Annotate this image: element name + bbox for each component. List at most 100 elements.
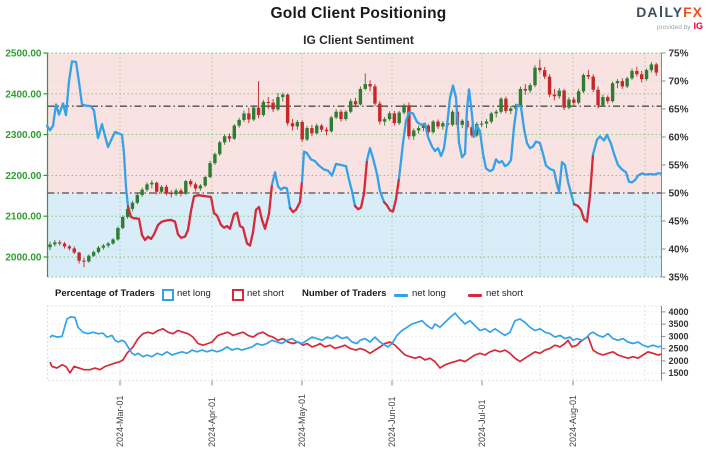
count-axis-label: 2000 [669, 356, 689, 366]
logo-bar-icon [660, 6, 662, 17]
candle-body [315, 125, 319, 134]
net-short-pct-line [288, 180, 304, 214]
pct-axis-label: 45% [669, 217, 689, 228]
price-axis-label: 2200.00 [5, 171, 42, 182]
candle-body [576, 91, 581, 103]
candle-body [188, 181, 193, 185]
candle-body [48, 244, 52, 248]
candle-body [615, 81, 620, 84]
candle-body [91, 252, 96, 256]
candle-body [72, 248, 76, 253]
net-short-line-icon [468, 294, 482, 297]
candle-body [557, 90, 561, 97]
candle-body [150, 182, 154, 185]
candle-body [237, 119, 241, 126]
candle-body [484, 121, 489, 124]
candle-body [349, 101, 353, 112]
candle-body [407, 105, 411, 137]
net-short-pct-line [126, 183, 274, 247]
legend-count-net-short-label: net short [486, 288, 523, 299]
net-short-pct-line [382, 177, 401, 213]
candle-body [630, 70, 634, 79]
candle-body [271, 102, 275, 110]
candle-body [392, 113, 397, 124]
net-long-swatch-icon [162, 289, 174, 301]
candle-body [295, 121, 300, 127]
candle-body [329, 117, 333, 132]
candle-body [421, 125, 426, 129]
candle-body [305, 128, 309, 140]
candle-body [96, 247, 101, 253]
legend-percentage-of-traders-label: Percentage of Traders [55, 288, 155, 299]
candle-body [606, 97, 610, 102]
candle-body [591, 76, 595, 90]
legend-net-short-label: net short [247, 288, 284, 299]
count-axis-label: 4000 [669, 307, 689, 317]
candle-body [125, 208, 130, 218]
candle-body [402, 105, 406, 113]
pct-axis-label: 40% [669, 245, 689, 256]
chart-subtitle: IG Client Sentiment [303, 33, 414, 47]
candle-body [460, 120, 464, 125]
candle-body [324, 129, 329, 132]
candle-body [382, 119, 387, 122]
candle-body [625, 78, 629, 87]
pct-axis-label: 55% [669, 161, 689, 172]
candle-body [140, 189, 144, 195]
net-long-line-icon [394, 294, 408, 297]
pct-axis-label: 60% [669, 133, 689, 144]
candle-body [601, 97, 605, 106]
candle-body [300, 121, 304, 140]
count-net-short-line [49, 327, 662, 374]
candle-body [247, 113, 251, 120]
pct-axis-label: 35% [669, 273, 689, 284]
candle-body [528, 85, 532, 91]
candle-body [198, 185, 203, 189]
candle-body [567, 99, 571, 108]
x-axis-date-label: 2024-Apr-01 [207, 397, 217, 447]
candle-body [441, 123, 445, 127]
candle-body [121, 217, 125, 229]
candle-body [509, 108, 513, 111]
x-axis-date-label: 2024-May-01 [297, 394, 307, 447]
candle-body [426, 125, 430, 133]
candle-body [586, 75, 591, 77]
candle-body [543, 70, 547, 77]
candle-body [504, 98, 508, 111]
pct-axis-label: 65% [669, 105, 689, 116]
candle-body [412, 130, 416, 137]
candle-body [242, 113, 246, 120]
candle-body [261, 101, 266, 116]
candle-body [339, 111, 343, 120]
candle-body [155, 182, 159, 192]
legend-count-net-long-label: net long [412, 288, 446, 299]
candle-body [518, 88, 523, 106]
candle-body [368, 84, 372, 87]
candle-body [58, 242, 62, 244]
background-net-short-zone [47, 53, 662, 193]
candle-body [416, 128, 421, 131]
count-net-long-line [49, 312, 662, 358]
candle-body [552, 94, 557, 97]
candle-body [319, 125, 324, 130]
candle-body [213, 154, 217, 164]
legend-net-long-label: net long [177, 288, 211, 299]
candle-body [67, 246, 72, 249]
price-axis-label: 2000.00 [5, 253, 42, 264]
candle-body [572, 99, 576, 103]
candle-body [431, 121, 435, 133]
x-axis-date-label: 2024-Mar-01 [115, 395, 125, 447]
legend: Percentage of Traders net long net short… [0, 287, 717, 302]
price-axis-label: 2300.00 [5, 130, 42, 141]
candle-body [179, 190, 183, 194]
candle-body [581, 75, 586, 92]
candle-body [77, 252, 81, 261]
candle-body [533, 67, 537, 86]
x-axis-date-label: 2024-Jun-01 [387, 396, 397, 447]
price-axis-label: 2400.00 [5, 89, 42, 100]
provided-by-label: provided by [656, 24, 691, 31]
logo-text-ly: LY [664, 4, 684, 20]
candle-body [87, 255, 91, 262]
